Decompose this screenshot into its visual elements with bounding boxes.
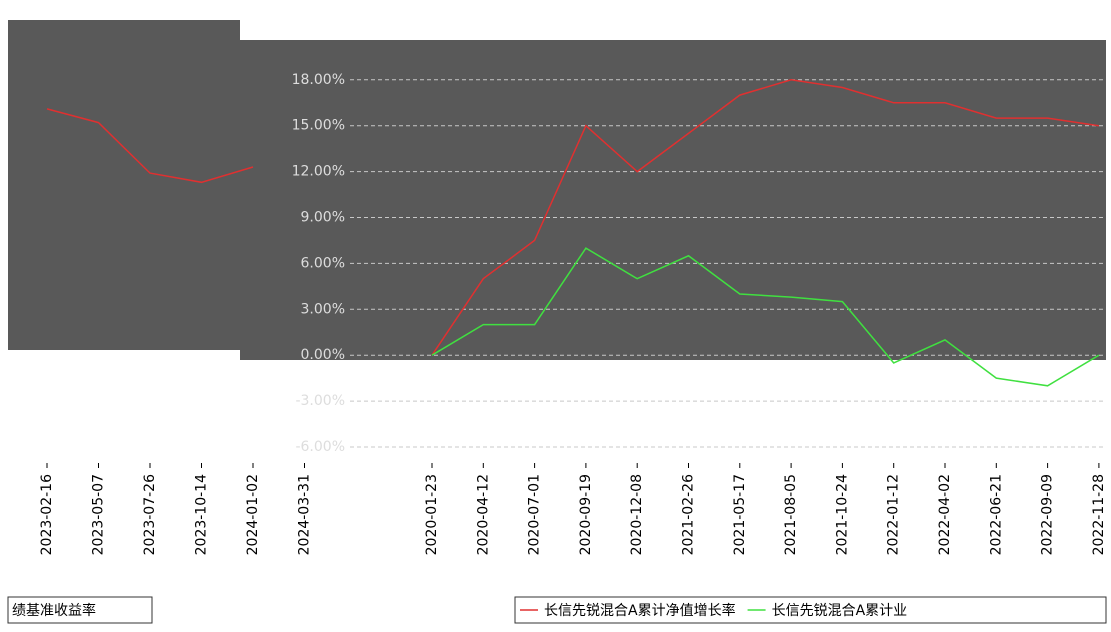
x-tick-label: 2021-05-17 <box>732 474 748 555</box>
x-tick-label: 2020-07-01 <box>527 474 543 555</box>
x-tick-label: 2022-04-02 <box>937 474 953 555</box>
y-tick-label: 9.00% <box>301 210 345 226</box>
x-tick-label: 2020-04-12 <box>475 474 491 555</box>
x-tick-label: 2021-02-26 <box>681 474 697 555</box>
x-tick-label: 2020-01-23 <box>424 474 440 555</box>
y-tick-label: 6.00% <box>301 255 345 271</box>
x-tick-label: 2021-10-24 <box>834 474 850 555</box>
y-tick-label: 18.00% <box>292 72 345 88</box>
x-tick-label: 2023-07-26 <box>142 474 158 555</box>
chart: -6.00% -3.00% 0.00% 3.00% 6.00% 9.00% 12.00% 15… <box>0 0 1111 628</box>
x-tick-label: 2022-11-28 <box>1091 474 1107 555</box>
y-tick-label: 3.00% <box>301 301 345 317</box>
x-tick-label: 2023-02-16 <box>39 474 55 555</box>
x-tick-label: 2020-09-19 <box>578 474 594 555</box>
legend-label: 绩基准收益率 <box>12 602 96 619</box>
x-tick-label: 2021-08-05 <box>783 474 799 555</box>
left-plot-area <box>8 20 240 350</box>
x-tick-label: 2022-06-21 <box>988 474 1004 555</box>
y-tick-label: -6.00% <box>295 439 345 455</box>
x-tick-label: 2020-12-08 <box>629 474 645 555</box>
y-tick-label: 15.00% <box>292 118 345 134</box>
y-tick-label: 0.00% <box>301 347 345 363</box>
x-tick-label: 2022-01-12 <box>886 474 902 555</box>
x-tick-label: 2024-01-02 <box>245 474 261 555</box>
legend-label: 长信先锐混合A累计业 <box>772 603 908 619</box>
legend-label: 长信先锐混合A累计净值增长率 <box>544 602 736 619</box>
plot-area <box>240 40 1106 360</box>
y-tick-label: 12.00% <box>292 164 345 180</box>
x-tick-label: 2023-05-07 <box>91 474 107 555</box>
x-tick-label: 2022-09-09 <box>1040 474 1056 555</box>
x-tick-label: 2023-10-14 <box>194 474 210 555</box>
x-tick-label: 2024-03-31 <box>297 474 313 555</box>
y-tick-label: -3.00% <box>295 393 345 409</box>
